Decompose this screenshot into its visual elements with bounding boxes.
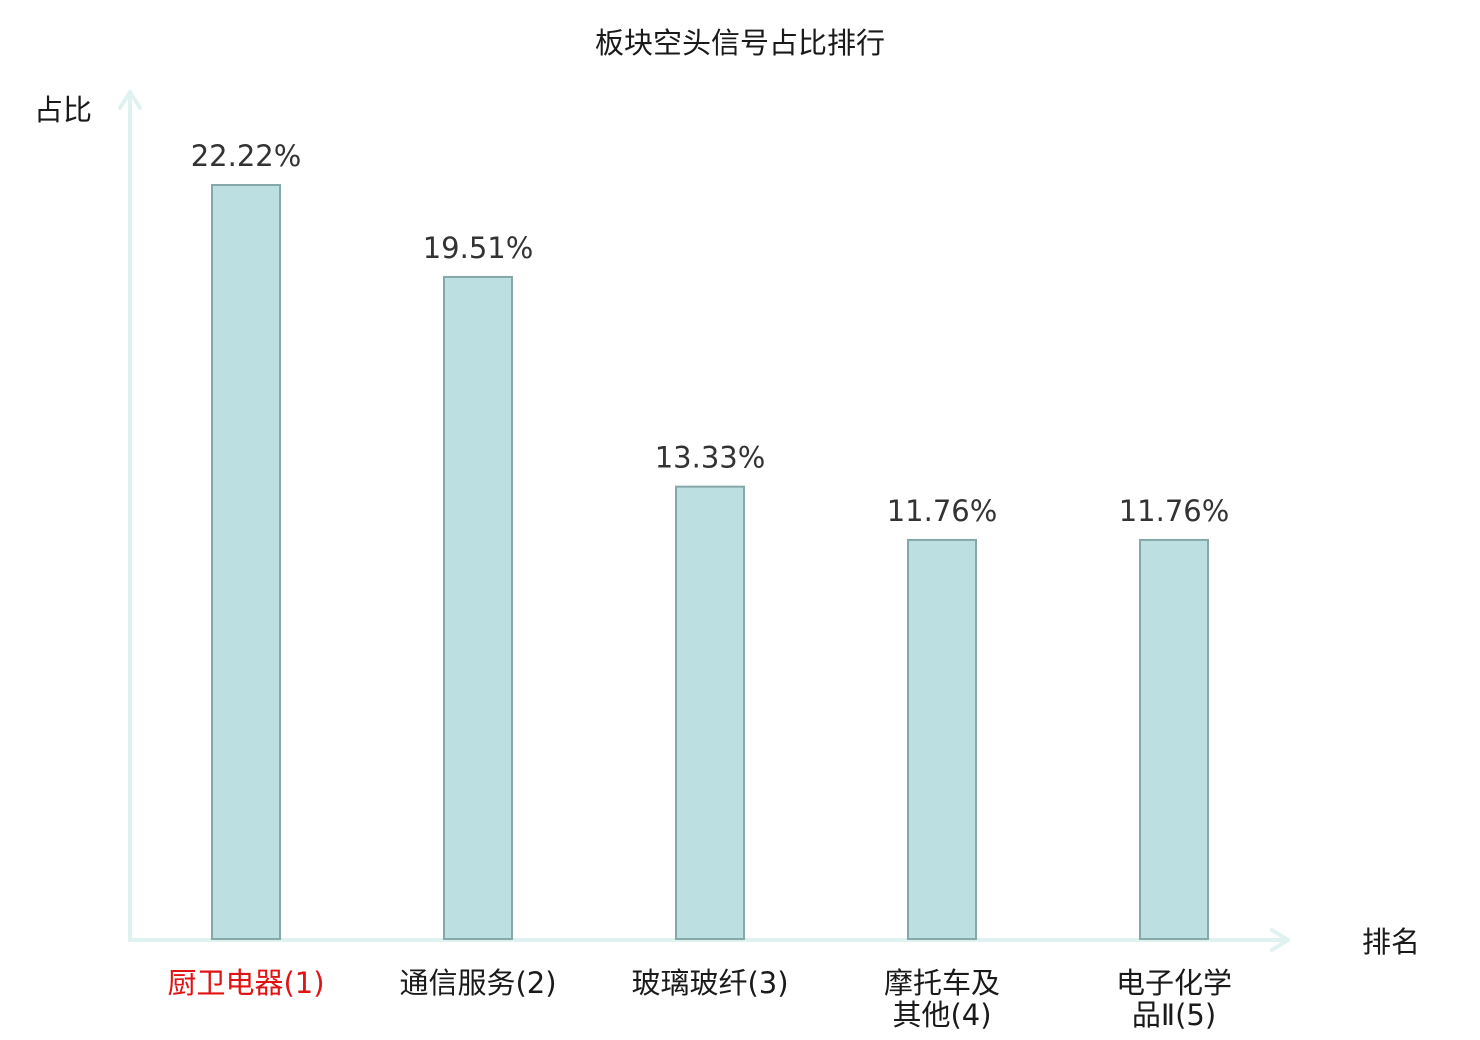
bar-4 [907, 538, 977, 940]
bar-1 [211, 184, 281, 940]
x-axis-arrow-icon [1270, 928, 1290, 952]
value-label-1: 22.22% [191, 139, 302, 173]
value-label-3: 13.33% [655, 441, 766, 475]
category-label-4-line-1: 摩托车及 [884, 966, 1000, 1000]
value-label-4: 11.76% [887, 494, 998, 528]
category-label-3: 玻璃玻纤(3) [631, 966, 788, 1000]
bar-5 [1139, 538, 1209, 940]
chart-title: 板块空头信号占比排行 [595, 26, 885, 60]
category-label-1: 厨卫电器(1) [167, 966, 324, 1000]
category-label-2: 通信服务(2) [399, 966, 556, 1000]
category-label-4-line-2: 其他(4) [892, 998, 991, 1032]
y-axis-label: 占比 [34, 93, 92, 127]
value-labels-group: 22.22% 19.51% 13.33% 11.76% 11.76% [191, 139, 1230, 528]
category-label-3-line-1: 玻璃玻纤(3) [631, 966, 788, 1000]
category-label-2-line-1: 通信服务(2) [399, 966, 556, 1000]
category-label-1-line-1: 厨卫电器(1) [167, 966, 324, 1000]
bars-group [211, 184, 1209, 941]
value-label-5: 11.76% [1119, 494, 1230, 528]
bar-2 [443, 275, 513, 941]
category-label-4: 摩托车及其他(4) [884, 966, 1000, 1032]
category-labels-group: 厨卫电器(1) 通信服务(2) 玻璃玻纤(3) 摩托车及其他(4) 电子化学品Ⅱ(5) [167, 966, 1232, 1032]
category-label-5: 电子化学品Ⅱ(5) [1116, 966, 1232, 1032]
x-axis-label: 排名 [1362, 925, 1420, 959]
value-label-2: 19.51% [423, 231, 534, 265]
axes [118, 90, 1290, 952]
y-axis-arrow-icon [118, 90, 142, 110]
category-label-5-line-1: 电子化学 [1116, 966, 1232, 1000]
bar-3 [675, 485, 745, 940]
category-label-5-line-2: 品Ⅱ(5) [1132, 998, 1216, 1032]
